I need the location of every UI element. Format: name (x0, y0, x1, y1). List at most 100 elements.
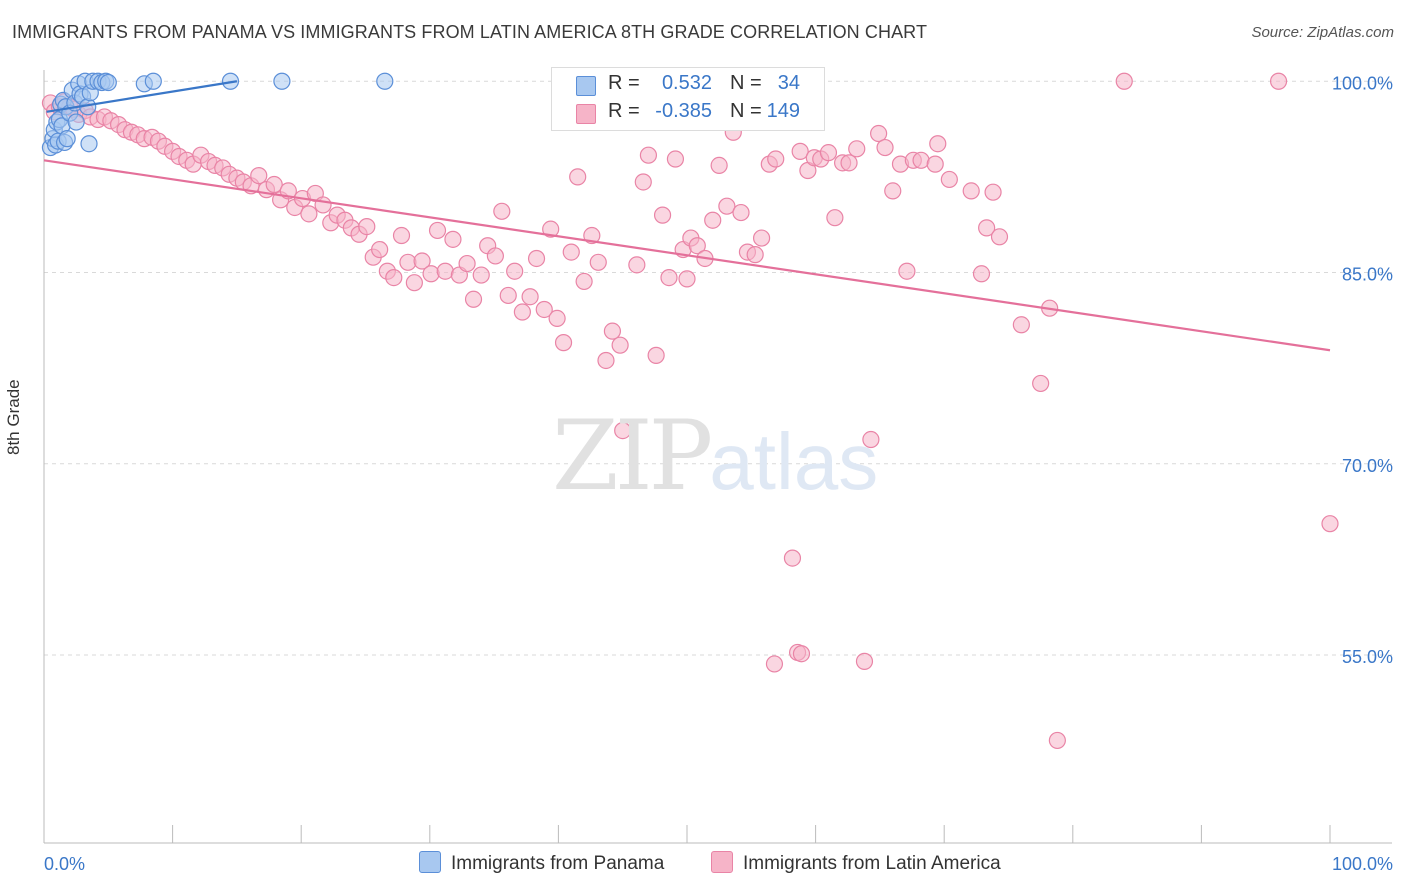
latam-point (472, 266, 490, 284)
panama-point (58, 130, 76, 148)
latam-point (848, 140, 866, 158)
latam-point (1048, 731, 1066, 750)
latam-point (464, 290, 483, 308)
latam-point (898, 262, 916, 280)
latam-point (250, 167, 268, 185)
latam-point (1115, 72, 1133, 90)
latam-point (554, 334, 573, 352)
latam-point (653, 206, 672, 224)
watermark-atlas: atlas (709, 417, 879, 506)
latam-point (678, 270, 696, 288)
latam-point (575, 272, 593, 291)
latam-point (1321, 515, 1339, 533)
latam-point (458, 254, 476, 273)
latam-point (542, 220, 560, 238)
y-tick-label: 55.0% (1342, 647, 1393, 667)
latam-point (611, 336, 629, 354)
panama-point (67, 113, 85, 131)
bottom-legend-panama: Immigrants from Panama (419, 851, 664, 875)
y-tick-label: 70.0% (1342, 456, 1393, 476)
latam-point (1012, 316, 1030, 334)
panama-point (376, 72, 394, 90)
latam-point (984, 183, 1002, 201)
chart-source: Source: ZipAtlas.com (1251, 24, 1394, 41)
latam-point (862, 430, 880, 449)
legend-r-label: R = (608, 100, 640, 122)
latam-point (819, 144, 838, 162)
latam-point (486, 247, 504, 265)
latam-point (548, 309, 566, 327)
latam-point (521, 288, 539, 306)
panama-point (273, 72, 291, 90)
legend-row-panama: R = 0.532 N = 34 (552, 72, 824, 100)
latam-point (493, 202, 511, 220)
latam-point (597, 351, 615, 370)
latam-point (371, 240, 389, 259)
latam-point (569, 168, 587, 186)
latam-point (704, 211, 722, 229)
latam-point (499, 286, 517, 305)
y-tick-label: 85.0% (1342, 265, 1393, 285)
latam-point (506, 262, 524, 280)
latam-point (392, 226, 411, 245)
latam-point (688, 237, 706, 255)
latam-point (660, 269, 678, 287)
latam-point (535, 300, 553, 319)
latam-point (628, 256, 646, 274)
legend-n-value: 34 (777, 72, 800, 94)
panama-point (99, 73, 117, 92)
latam-point (405, 274, 423, 292)
watermark-zip: ZIP (552, 400, 713, 512)
latam-point (589, 253, 607, 271)
bottom-legend-label-latam: Immigrants from Latin America (743, 853, 1001, 874)
latam-point (732, 203, 750, 222)
latam-point (358, 218, 376, 236)
bottom-legend-latam: Immigrants from Latin America (711, 851, 1001, 875)
latam-point (444, 230, 462, 248)
latam-point (527, 249, 546, 268)
bottom-legend-swatch-latam (711, 851, 733, 873)
latam-point (972, 265, 991, 283)
latam-point (513, 303, 531, 321)
bottom-legend-label-panama: Immigrants from Panama (451, 853, 665, 874)
legend-r-value: -0.385 (655, 100, 712, 122)
latam-point (603, 322, 622, 340)
latam-point (634, 173, 652, 191)
latam-point (876, 138, 894, 157)
latam-point (855, 652, 874, 670)
legend-swatch-latam (576, 104, 596, 124)
latam-point (422, 265, 440, 283)
latam-point (614, 422, 632, 440)
panama-point (144, 72, 162, 90)
latam-point (1032, 374, 1050, 393)
panama-trend-line (46, 80, 238, 113)
latam-point (413, 252, 431, 270)
watermark: ZIPatlas (552, 400, 878, 512)
latam-point (940, 170, 958, 189)
latam-point (926, 155, 944, 173)
latam-point (1269, 72, 1288, 90)
latam-point (929, 135, 947, 153)
latam-point (884, 182, 902, 200)
latam-point (583, 226, 601, 245)
latam-point (791, 142, 809, 160)
latam-trend-line (43, 159, 1331, 352)
latam-point (912, 151, 930, 169)
latam-point (990, 228, 1009, 246)
legend-n-label: N = (730, 72, 762, 94)
latam-point (752, 229, 771, 247)
latam-point (978, 219, 996, 237)
latam-point (647, 346, 665, 364)
legend-n-value: 149 (766, 100, 800, 122)
latam-point (436, 262, 454, 280)
latam-point (639, 146, 658, 164)
legend-r-value: 0.532 (661, 72, 712, 94)
latam-point (718, 197, 736, 215)
latam-point (562, 243, 580, 261)
x-tick-label: 100.0% (1332, 854, 1393, 874)
y-tick-label: 100.0% (1332, 73, 1393, 93)
latam-point (840, 154, 858, 172)
y-axis-label: 8th Grade (4, 379, 23, 455)
latam-point (265, 175, 283, 194)
